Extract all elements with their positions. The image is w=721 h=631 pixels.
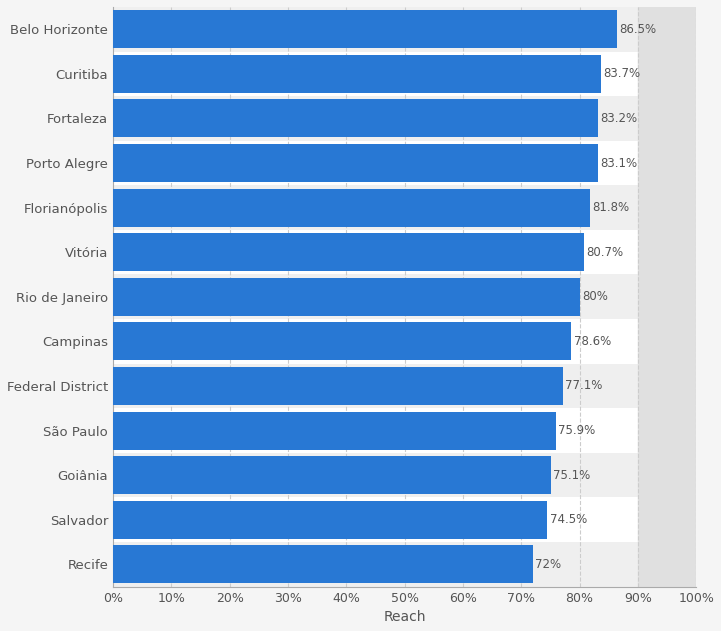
Bar: [113, 497, 696, 542]
Bar: [113, 96, 696, 141]
Bar: [113, 367, 562, 405]
Text: 77.1%: 77.1%: [565, 379, 602, 392]
Text: 75.1%: 75.1%: [553, 469, 590, 481]
Bar: [113, 141, 696, 186]
Bar: [113, 144, 598, 182]
Text: 78.6%: 78.6%: [574, 335, 611, 348]
Bar: [113, 10, 617, 48]
Bar: [113, 186, 696, 230]
X-axis label: Reach: Reach: [384, 610, 426, 624]
Bar: [113, 100, 598, 138]
Bar: [113, 456, 551, 494]
Bar: [113, 52, 696, 96]
Text: 75.9%: 75.9%: [558, 424, 595, 437]
Bar: [113, 501, 547, 539]
Bar: [113, 274, 696, 319]
Text: 80%: 80%: [582, 290, 608, 304]
Bar: [113, 545, 533, 583]
Bar: [113, 55, 601, 93]
Text: 86.5%: 86.5%: [620, 23, 657, 36]
Bar: [113, 542, 696, 587]
Bar: [113, 408, 696, 453]
Text: 81.8%: 81.8%: [593, 201, 629, 214]
Bar: [113, 363, 696, 408]
Bar: [113, 189, 590, 227]
Bar: [113, 278, 580, 316]
Bar: [113, 453, 696, 497]
Bar: [113, 233, 583, 271]
Text: 80.7%: 80.7%: [586, 245, 623, 259]
Text: 83.7%: 83.7%: [603, 68, 640, 80]
Text: 72%: 72%: [535, 558, 562, 571]
Bar: [113, 322, 571, 360]
Bar: [113, 319, 696, 363]
Text: 83.1%: 83.1%: [600, 156, 637, 170]
Bar: [113, 230, 696, 274]
Bar: [113, 7, 696, 52]
Bar: [113, 411, 556, 449]
Bar: [638, 7, 696, 587]
Text: 74.5%: 74.5%: [550, 513, 587, 526]
Text: 83.2%: 83.2%: [601, 112, 637, 125]
